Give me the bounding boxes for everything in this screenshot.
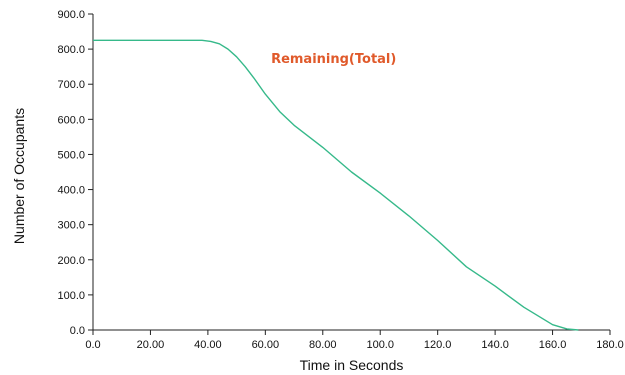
x-tick-label: 0.0 — [85, 339, 100, 351]
y-tick-label: 300.0 — [57, 220, 85, 232]
y-tick-label: 500.0 — [57, 149, 85, 161]
x-tick-label: 120.0 — [424, 339, 452, 351]
x-tick-label: 60.00 — [252, 339, 280, 351]
y-tick-label: 700.0 — [57, 79, 85, 91]
y-axis-title: Number of Occupants — [11, 108, 27, 244]
y-tick-label: 100.0 — [57, 290, 85, 302]
y-tick-label: 600.0 — [57, 114, 85, 126]
x-axis-title: Time in Seconds — [300, 357, 404, 373]
x-tick-label: 160.0 — [539, 339, 567, 351]
series-line-0 — [93, 39, 579, 331]
x-tick-label: 40.00 — [194, 339, 222, 351]
annotation-remaining-total: Remaining(Total) — [271, 52, 396, 67]
x-axis-ticks: 0.0 20.00 40.00 60.00 80.00 100.0 120.0 140.0 16… — [85, 330, 624, 351]
series-layer — [93, 39, 579, 331]
y-tick-label: 800.0 — [57, 44, 85, 56]
x-tick-label: 140.0 — [481, 339, 509, 351]
x-tick-label: 80.00 — [309, 339, 337, 351]
y-tick-label: 400.0 — [57, 185, 85, 197]
x-tick-label: 20.00 — [137, 339, 165, 351]
x-tick-label: 100.0 — [366, 339, 394, 351]
x-tick-label: 180.0 — [596, 339, 624, 351]
y-tick-label: 0.0 — [70, 325, 85, 337]
y-axis-ticks: 0.0 100.0 200.0 300.0 400.0 500.0 600.0 700.0 80… — [57, 9, 93, 337]
y-tick-label: 900.0 — [57, 9, 85, 21]
y-tick-label: 200.0 — [57, 255, 85, 267]
